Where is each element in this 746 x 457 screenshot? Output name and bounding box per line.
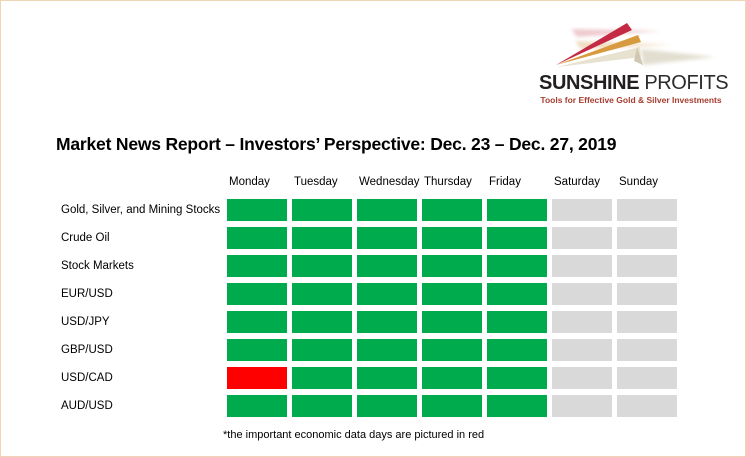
logo-name-light: PROFITS xyxy=(644,72,729,94)
ray-gold xyxy=(556,35,641,65)
day-header-sunday: Sunday xyxy=(619,176,659,188)
grid-cell xyxy=(357,367,417,389)
grid-cell xyxy=(487,339,547,361)
grid-cell xyxy=(292,199,352,221)
grid-cell xyxy=(357,227,417,249)
grid-cell xyxy=(357,311,417,333)
grid-cell xyxy=(422,339,482,361)
footnote: *the important economic data days are pi… xyxy=(223,429,485,441)
grid-cell xyxy=(552,255,612,277)
grid-cell xyxy=(617,395,677,417)
grid-cell xyxy=(227,227,287,249)
grid-cell xyxy=(422,227,482,249)
sunshine-profits-rays-icon xyxy=(556,23,715,67)
grid-cell xyxy=(552,199,612,221)
grid-cell xyxy=(292,367,352,389)
row-label: EUR/USD xyxy=(61,288,113,300)
grid-cell xyxy=(357,255,417,277)
day-header-wednesday: Wednesday xyxy=(359,176,420,188)
logo-name-bold: SUNSHINE xyxy=(539,72,640,94)
grid-cell xyxy=(617,283,677,305)
row-label: AUD/USD xyxy=(61,400,113,412)
grid-cell xyxy=(422,199,482,221)
grid-cell xyxy=(487,255,547,277)
grid-cell xyxy=(487,367,547,389)
grid-cell xyxy=(617,199,677,221)
grid-cell xyxy=(422,255,482,277)
day-header-monday: Monday xyxy=(229,176,270,188)
ray-fold xyxy=(634,47,643,65)
grid-cell xyxy=(292,395,352,417)
row-label: USD/JPY xyxy=(61,316,110,328)
grid-cell xyxy=(552,367,612,389)
ray-cream xyxy=(557,47,641,67)
grid-cell xyxy=(487,283,547,305)
day-header-thursday: Thursday xyxy=(424,176,472,188)
row-label: GBP/USD xyxy=(61,344,113,356)
grid-cell xyxy=(487,395,547,417)
row-label: Gold, Silver, and Mining Stocks xyxy=(61,204,221,216)
grid-cell xyxy=(617,367,677,389)
grid-cell xyxy=(357,283,417,305)
grid-cell xyxy=(227,395,287,417)
grid-cell xyxy=(617,339,677,361)
grid-cell xyxy=(617,227,677,249)
grid-cell xyxy=(552,311,612,333)
grid-cell xyxy=(422,283,482,305)
sunshine-profits-logo: SUNSHINE PROFITS Tools for Effective Gol… xyxy=(539,19,729,105)
grid-cell xyxy=(422,311,482,333)
logo-name: SUNSHINE PROFITS xyxy=(539,72,729,94)
page-title: Market News Report – Investors’ Perspect… xyxy=(56,134,617,154)
logo-tagline: Tools for Effective Gold & Silver Invest… xyxy=(540,95,722,105)
day-header-tuesday: Tuesday xyxy=(294,176,338,188)
row-label: Stock Markets xyxy=(61,260,134,272)
grid-cell xyxy=(487,311,547,333)
grid-cell xyxy=(292,283,352,305)
day-header-friday: Friday xyxy=(489,176,521,188)
grid-cell xyxy=(552,395,612,417)
grid-cell xyxy=(487,227,547,249)
grid-cell xyxy=(487,199,547,221)
grid-cell xyxy=(422,367,482,389)
row-label: USD/CAD xyxy=(61,372,113,384)
grid-cell xyxy=(292,255,352,277)
grid-cell xyxy=(292,339,352,361)
row-label: Crude Oil xyxy=(61,232,110,244)
market-week-grid: Monday Tuesday Wednesday Thursday Friday Satu… xyxy=(61,171,677,417)
grid-cell xyxy=(292,227,352,249)
grid-cell xyxy=(357,395,417,417)
ray-red xyxy=(556,23,632,65)
grid-cell xyxy=(552,339,612,361)
grid-cell xyxy=(227,367,287,389)
grid-cell xyxy=(552,283,612,305)
grid-cell xyxy=(227,199,287,221)
grid-cell xyxy=(357,339,417,361)
grid-cell xyxy=(357,199,417,221)
grid-cell xyxy=(617,311,677,333)
ray-ghost-cream xyxy=(641,49,715,65)
grid-cell xyxy=(617,255,677,277)
grid-cell xyxy=(227,255,287,277)
grid-cell xyxy=(422,395,482,417)
grid-cell xyxy=(227,283,287,305)
grid-cell xyxy=(292,311,352,333)
grid-cell xyxy=(552,227,612,249)
grid-corner xyxy=(61,171,222,193)
grid-cell xyxy=(227,311,287,333)
day-header-saturday: Saturday xyxy=(554,176,601,188)
grid-cell xyxy=(227,339,287,361)
